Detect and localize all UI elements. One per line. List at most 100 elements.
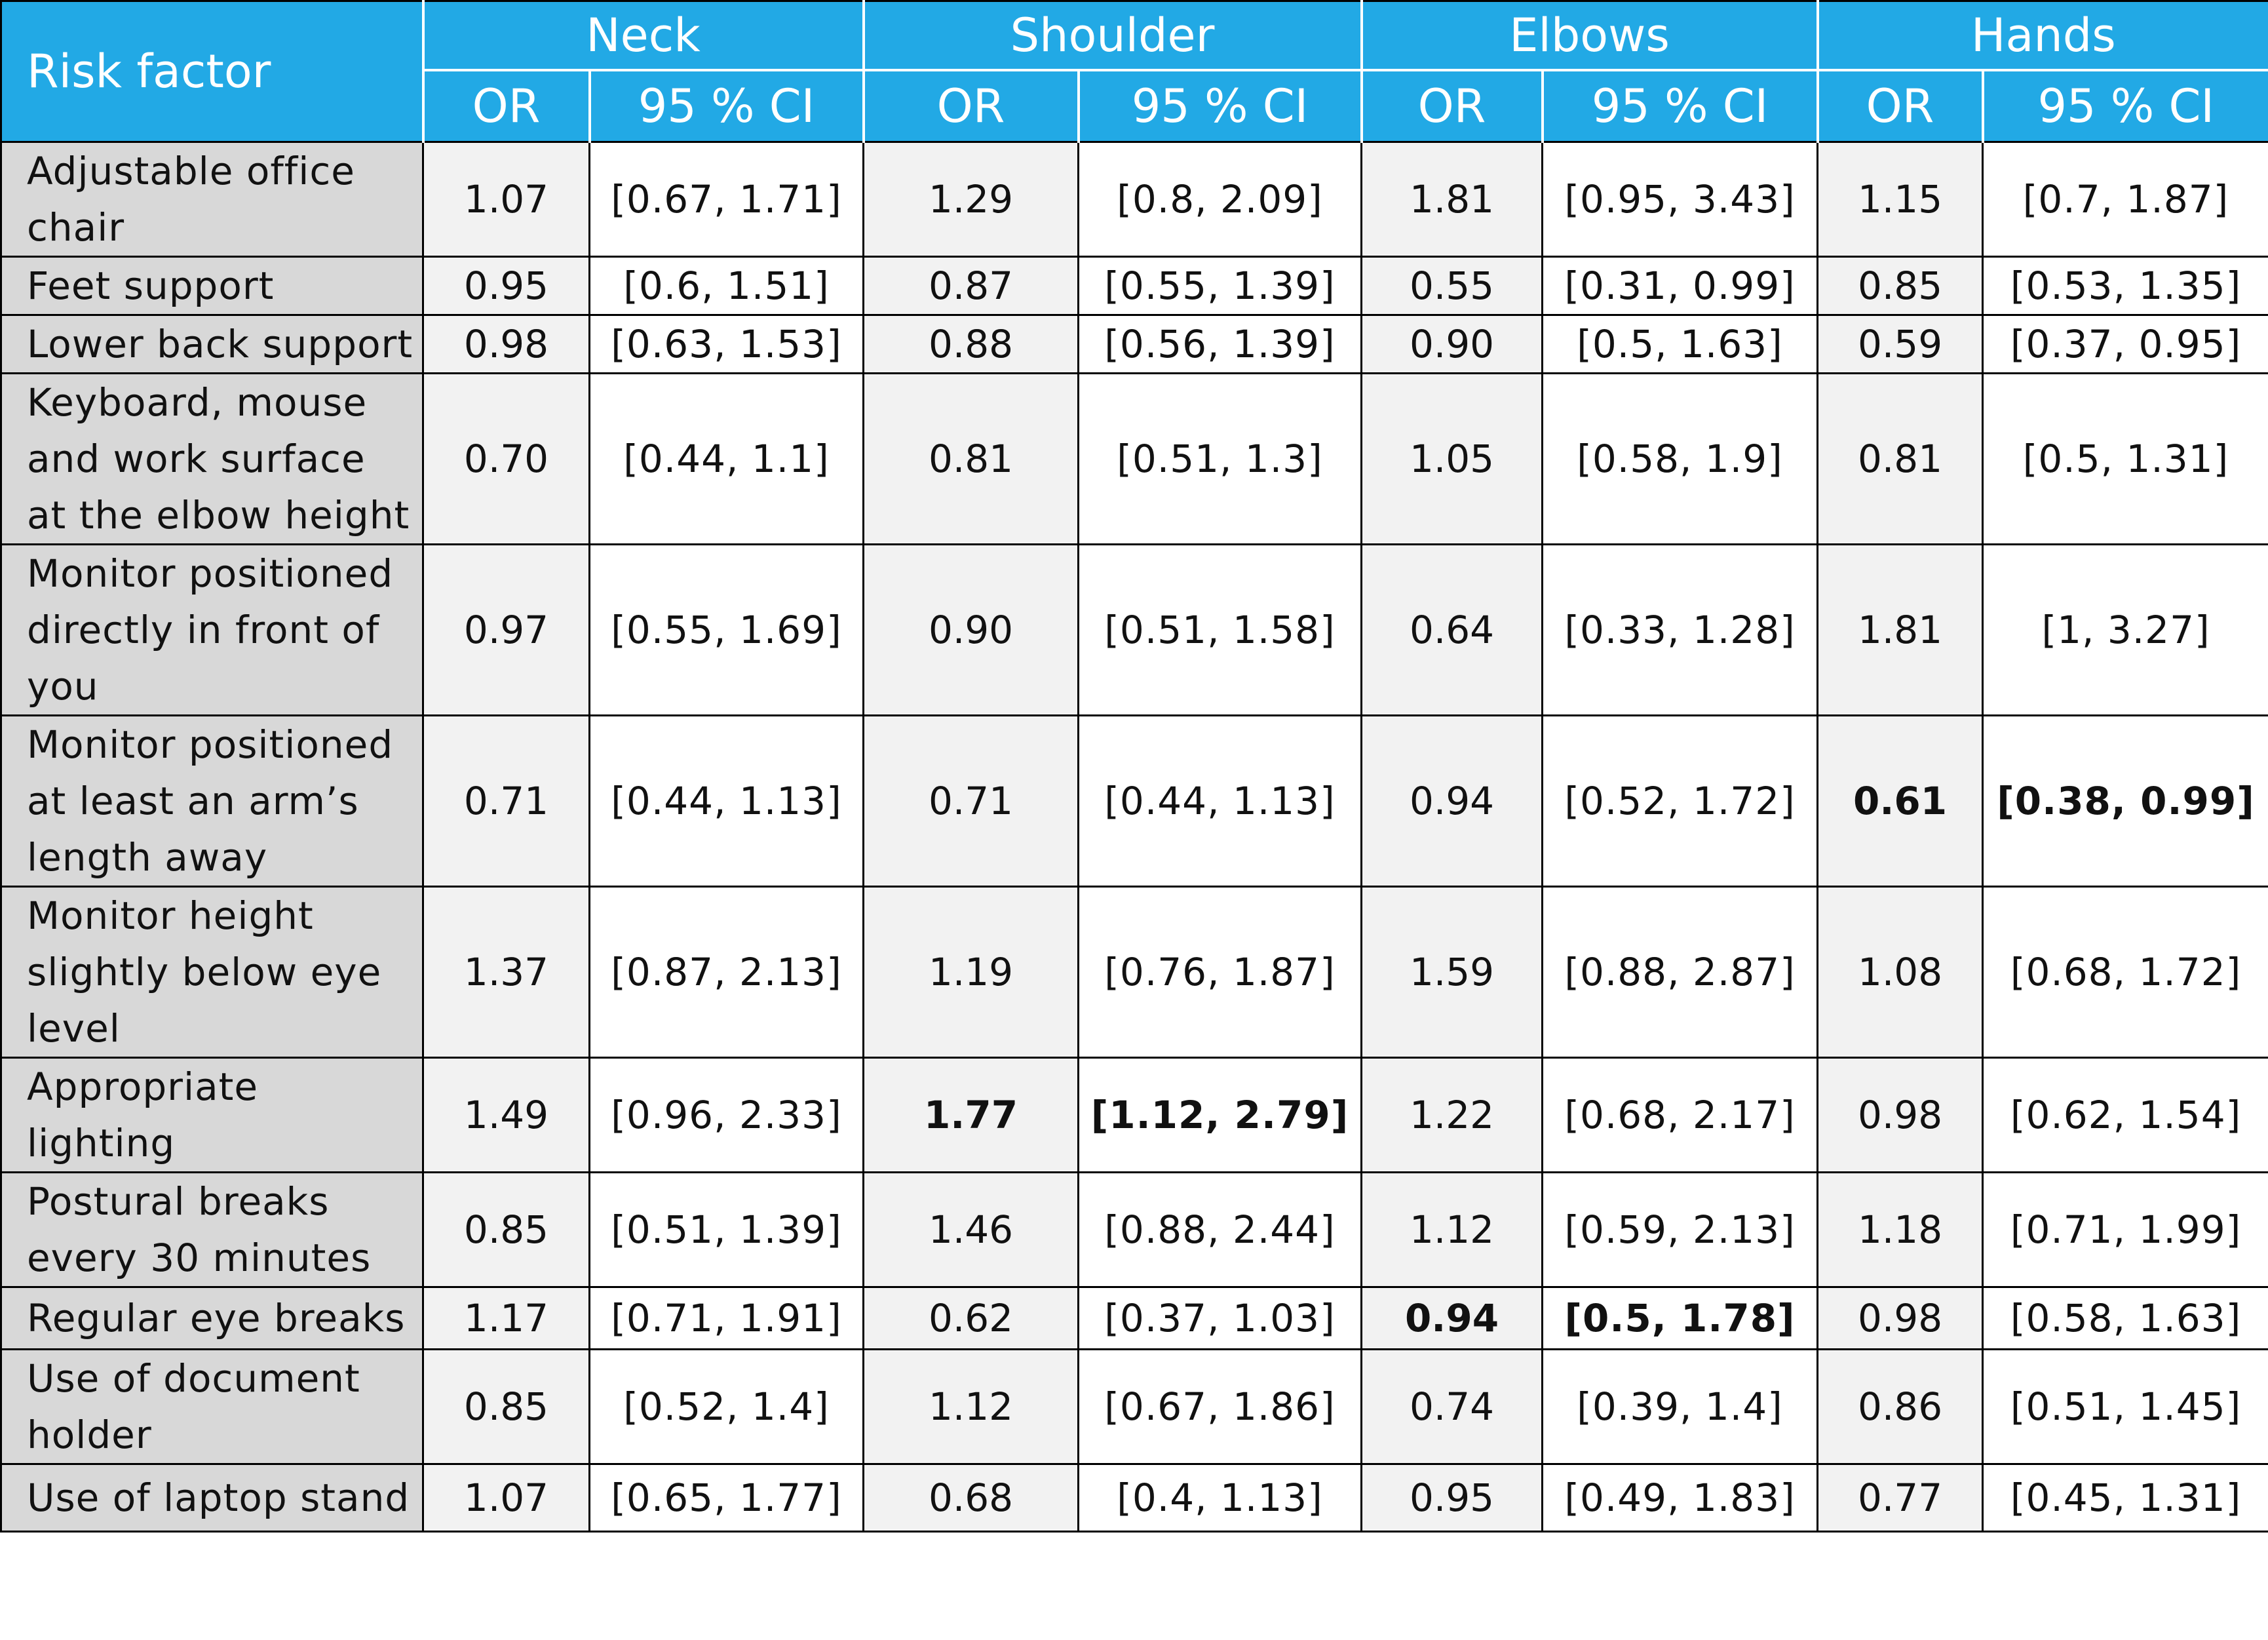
shoulder-or-cell: 1.19 [862,886,1080,1059]
elbows-or-cell: 1.12 [1360,1171,1544,1288]
table-row-feet-support: Feet support 0.95 [0.6, 1.51] 0.87 [0.55, 1.… [0,256,2268,316]
shoulder-or-cell: 0.71 [862,714,1080,888]
table-header: Risk factor Neck Shoulder Elbows Hands O… [1,1,2268,143]
neck-ci-cell: [0.87, 2.13] [588,886,865,1059]
risk-factor-cell: Adjustable office chair [0,141,424,258]
shoulder-ci-cell: [1.12, 2.79] [1077,1057,1363,1173]
hands-or-cell: 0.85 [1816,256,1984,316]
table-row-keyboard-mouse-work-surface: Keyboard, mouse and work surface at the … [0,372,2268,545]
risk-factor-cell: Monitor height slightly below eye level [0,886,424,1059]
neck-or-cell: 0.70 [422,372,590,545]
neck-or-cell: 1.07 [422,1463,590,1533]
hands-ci-cell: [1, 3.27] [1982,543,2268,716]
odds-ratio-table: Risk factor Neck Shoulder Elbows Hands O… [0,0,2268,1533]
hands-or-cell: 0.61 [1816,714,1984,888]
shoulder-ci-cell: [0.55, 1.39] [1077,256,1363,316]
neck-ci-cell: [0.6, 1.51] [588,256,865,316]
elbows-ci-cell: [0.68, 2.17] [1541,1057,1819,1173]
elbows-ci-cell: [0.5, 1.78] [1541,1286,1819,1350]
neck-ci-cell: [0.71, 1.91] [588,1286,865,1350]
neck-or-cell: 0.85 [422,1171,590,1288]
neck-ci-cell: [0.44, 1.13] [588,714,865,888]
risk-factor-cell: Monitor positioned directly in front of … [0,543,424,716]
elbows-or-cell: 0.94 [1360,714,1544,888]
hands-or-cell: 0.98 [1816,1057,1984,1173]
elbows-or-cell: 1.59 [1360,886,1544,1059]
shoulder-or-cell: 0.90 [862,543,1080,716]
hands-ci-cell: [0.53, 1.35] [1982,256,2268,316]
table-row-appropriate-lighting: Appropriate lighting 1.49 [0.96, 2.33] 1.77… [0,1057,2268,1173]
hands-ci-cell: [0.62, 1.54] [1982,1057,2268,1173]
elbows-ci-cell: [0.49, 1.83] [1541,1463,1819,1533]
table-row-lower-back-support: Lower back support 0.98 [0.63, 1.53] 0.88 [0… [0,314,2268,374]
shoulder-ci-cell: [0.76, 1.87] [1077,886,1363,1059]
sub-header-or: OR [1360,70,1544,143]
sub-header-or: OR [421,70,591,143]
neck-ci-cell: [0.52, 1.4] [588,1348,865,1465]
table-row-regular-eye-breaks: Regular eye breaks 1.17 [0.71, 1.91] 0.62 [0… [0,1286,2268,1350]
elbows-or-cell: 0.64 [1360,543,1544,716]
table-row-postural-breaks: Postural breaks every 30 minutes 0.85 [0.5… [0,1171,2268,1288]
risk-factor-cell: Lower back support [0,314,424,374]
hands-ci-cell: [0.5, 1.31] [1982,372,2268,545]
elbows-or-cell: 0.94 [1360,1286,1544,1350]
risk-factor-header: Risk factor [1,1,425,143]
hands-ci-cell: [0.68, 1.72] [1982,886,2268,1059]
elbows-or-cell: 1.05 [1360,372,1544,545]
elbows-ci-cell: [0.95, 3.43] [1541,141,1819,258]
sub-header-or: OR [862,70,1080,143]
risk-factor-cell: Use of document holder [0,1348,424,1465]
risk-factor-cell: Postural breaks every 30 minutes [0,1171,424,1288]
shoulder-ci-cell: [0.88, 2.44] [1077,1171,1363,1288]
hands-ci-cell: [0.37, 0.95] [1982,314,2268,374]
elbows-ci-cell: [0.59, 2.13] [1541,1171,1819,1288]
risk-factor-cell: Appropriate lighting [0,1057,424,1173]
risk-factor-cell: Use of laptop stand [0,1463,424,1533]
neck-or-cell: 1.07 [422,141,590,258]
neck-or-cell: 0.71 [422,714,590,888]
elbows-or-cell: 0.55 [1360,256,1544,316]
elbows-ci-cell: [0.5, 1.63] [1541,314,1819,374]
shoulder-ci-cell: [0.4, 1.13] [1077,1463,1363,1533]
sub-header-ci: 95 % CI [1077,70,1363,143]
risk-factor-cell: Feet support [0,256,424,316]
hands-or-cell: 1.81 [1816,543,1984,716]
hands-ci-cell: [0.58, 1.63] [1982,1286,2268,1350]
shoulder-ci-cell: [0.8, 2.09] [1077,141,1363,258]
neck-ci-cell: [0.44, 1.1] [588,372,865,545]
region-header-hands: Hands [1816,1,2268,71]
elbows-or-cell: 0.95 [1360,1463,1544,1533]
table-row-laptop-stand: Use of laptop stand 1.07 [0.65, 1.77] 0.68[… [0,1463,2268,1533]
header-row-regions: Risk factor Neck Shoulder Elbows Hands [1,1,2268,143]
table-row-document-holder: Use of document holder 0.85 [0.52, 1.4] 1.1… [0,1348,2268,1465]
neck-ci-cell: [0.63, 1.53] [588,314,865,374]
table-row-monitor-in-front: Monitor positioned directly in front of … [0,543,2268,716]
hands-ci-cell: [0.71, 1.99] [1982,1171,2268,1288]
neck-ci-cell: [0.96, 2.33] [588,1057,865,1173]
shoulder-or-cell: 0.68 [862,1463,1080,1533]
table-row-monitor-arms-length: Monitor positioned at least an arm’s len… [0,714,2268,888]
elbows-or-cell: 0.74 [1360,1348,1544,1465]
shoulder-or-cell: 1.29 [862,141,1080,258]
neck-or-cell: 0.97 [422,543,590,716]
risk-factor-cell: Keyboard, mouse and work surface at the … [0,372,424,545]
sub-header-ci: 95 % CI [588,70,865,143]
shoulder-or-cell: 0.62 [862,1286,1080,1350]
hands-or-cell: 0.59 [1816,314,1984,374]
elbows-ci-cell: [0.52, 1.72] [1541,714,1819,888]
table-row-monitor-height: Monitor height slightly below eye level 1… [0,886,2268,1059]
sub-header-ci: 95 % CI [1981,70,2268,143]
risk-factor-cell: Regular eye breaks [0,1286,424,1350]
neck-or-cell: 1.37 [422,886,590,1059]
elbows-ci-cell: [0.88, 2.87] [1541,886,1819,1059]
shoulder-or-cell: 1.46 [862,1171,1080,1288]
elbows-ci-cell: [0.39, 1.4] [1541,1348,1819,1465]
header-row-statistics: OR 95 % CI OR 95 % CI OR 95 % CI OR 95 %… [1,70,2268,143]
neck-ci-cell: [0.51, 1.39] [588,1171,865,1288]
hands-or-cell: 1.18 [1816,1171,1984,1288]
neck-or-cell: 0.95 [422,256,590,316]
hands-ci-cell: [0.7, 1.87] [1982,141,2268,258]
table-row-adjustable-office-chair: Adjustable office chair 1.07 [0.67, 1.71] 1… [0,141,2268,258]
neck-or-cell: 1.49 [422,1057,590,1173]
hands-ci-cell: [0.45, 1.31] [1982,1463,2268,1533]
